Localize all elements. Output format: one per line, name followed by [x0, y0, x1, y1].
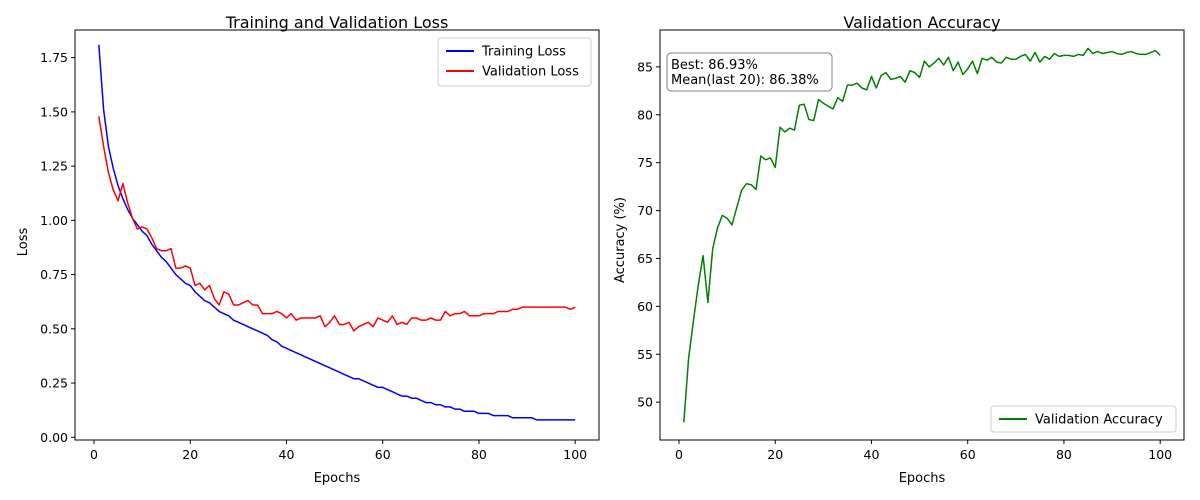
loss-chart-xlabel: Epochs [314, 471, 361, 486]
loss-chart-ytick-label: 0.00 [40, 430, 68, 445]
accuracy-chart-xtick-label: 80 [1056, 447, 1072, 462]
accuracy-chart: Validation Accuracy Epochs Accuracy (%) [613, 13, 1001, 486]
loss-chart: Training and Validation Loss Epochs Loss [16, 13, 448, 486]
accuracy-chart-xtick-label: 20 [767, 447, 783, 462]
loss-chart-title: Training and Validation Loss [225, 13, 449, 32]
accuracy-chart-axes-frame [659, 29, 1185, 441]
accuracy-chart-plot: 0 20 40 60 80 100 50 55 60 65 70 75 80 85 Validation A… [637, 29, 1185, 462]
accuracy-chart-title: Validation Accuracy [843, 13, 1000, 32]
loss-chart-series-line-0 [98, 44, 576, 421]
accuracy-chart-legend: Validation Accuracy [990, 405, 1177, 433]
loss-chart-series-line-1 [98, 116, 576, 332]
stats-annotation-best: Best: 86.93% [671, 58, 758, 73]
loss-chart-ytick-label: 1.00 [40, 213, 68, 228]
loss-chart-ylabel: Loss [16, 228, 31, 257]
stats-annotation-mean: Mean(last 20): 86.38% [671, 73, 819, 88]
loss-chart-legend-label-1: Validation Loss [482, 65, 579, 80]
accuracy-chart-xlabel: Epochs [899, 471, 946, 486]
loss-chart-legend-label-0: Training Loss [481, 45, 566, 60]
accuracy-chart-legend-box [990, 405, 1177, 433]
loss-chart-ytick-label: 1.75 [40, 50, 68, 65]
loss-chart-plot: 0 20 40 60 80 100 0.00 0.25 0.50 0.75 1.00 1.25 1.50… [40, 29, 600, 462]
accuracy-chart-ytick-label: 70 [637, 203, 653, 218]
loss-chart-axes-frame [74, 29, 600, 441]
accuracy-chart-ytick-label: 75 [637, 155, 653, 170]
loss-chart-ytick-label: 0.25 [40, 376, 68, 391]
accuracy-chart-xtick-label: 0 [675, 447, 683, 462]
loss-chart-legend-box [437, 37, 592, 87]
accuracy-chart-xtick-label: 100 [1148, 447, 1172, 462]
stats-annotation-box [666, 52, 833, 92]
loss-chart-ytick-label: 1.25 [40, 159, 68, 174]
loss-chart-ytick-label: 0.75 [40, 267, 68, 282]
accuracy-chart-ytick-label: 60 [637, 299, 653, 314]
accuracy-chart-ytick-label: 50 [637, 395, 653, 410]
loss-chart-xtick-label: 100 [563, 447, 587, 462]
accuracy-chart-ytick-label: 80 [637, 107, 653, 122]
accuracy-chart-xtick-label: 40 [864, 447, 880, 462]
accuracy-chart-ytick-label: 55 [637, 347, 653, 362]
stats-annotation: Best: 86.93% Mean(last 20): 86.38% [666, 52, 833, 92]
loss-chart-legend: Training Loss Validation Loss [437, 37, 592, 87]
accuracy-chart-xtick-label: 60 [960, 447, 976, 462]
loss-chart-xtick-label: 40 [279, 447, 295, 462]
loss-chart-xtick-label: 60 [375, 447, 391, 462]
accuracy-chart-ytick-label: 65 [637, 251, 653, 266]
accuracy-chart-ytick-label: 85 [637, 59, 653, 74]
loss-chart-xtick-label: 0 [90, 447, 98, 462]
loss-chart-xtick-label: 20 [182, 447, 198, 462]
accuracy-chart-ylabel: Accuracy (%) [613, 197, 628, 283]
loss-chart-ytick-label: 1.50 [40, 104, 68, 119]
loss-chart-ytick-label: 0.50 [40, 321, 68, 336]
accuracy-chart-series-line-0 [683, 47, 1161, 423]
accuracy-chart-legend-label-0: Validation Accuracy [1035, 413, 1163, 428]
loss-chart-xtick-label: 80 [471, 447, 487, 462]
